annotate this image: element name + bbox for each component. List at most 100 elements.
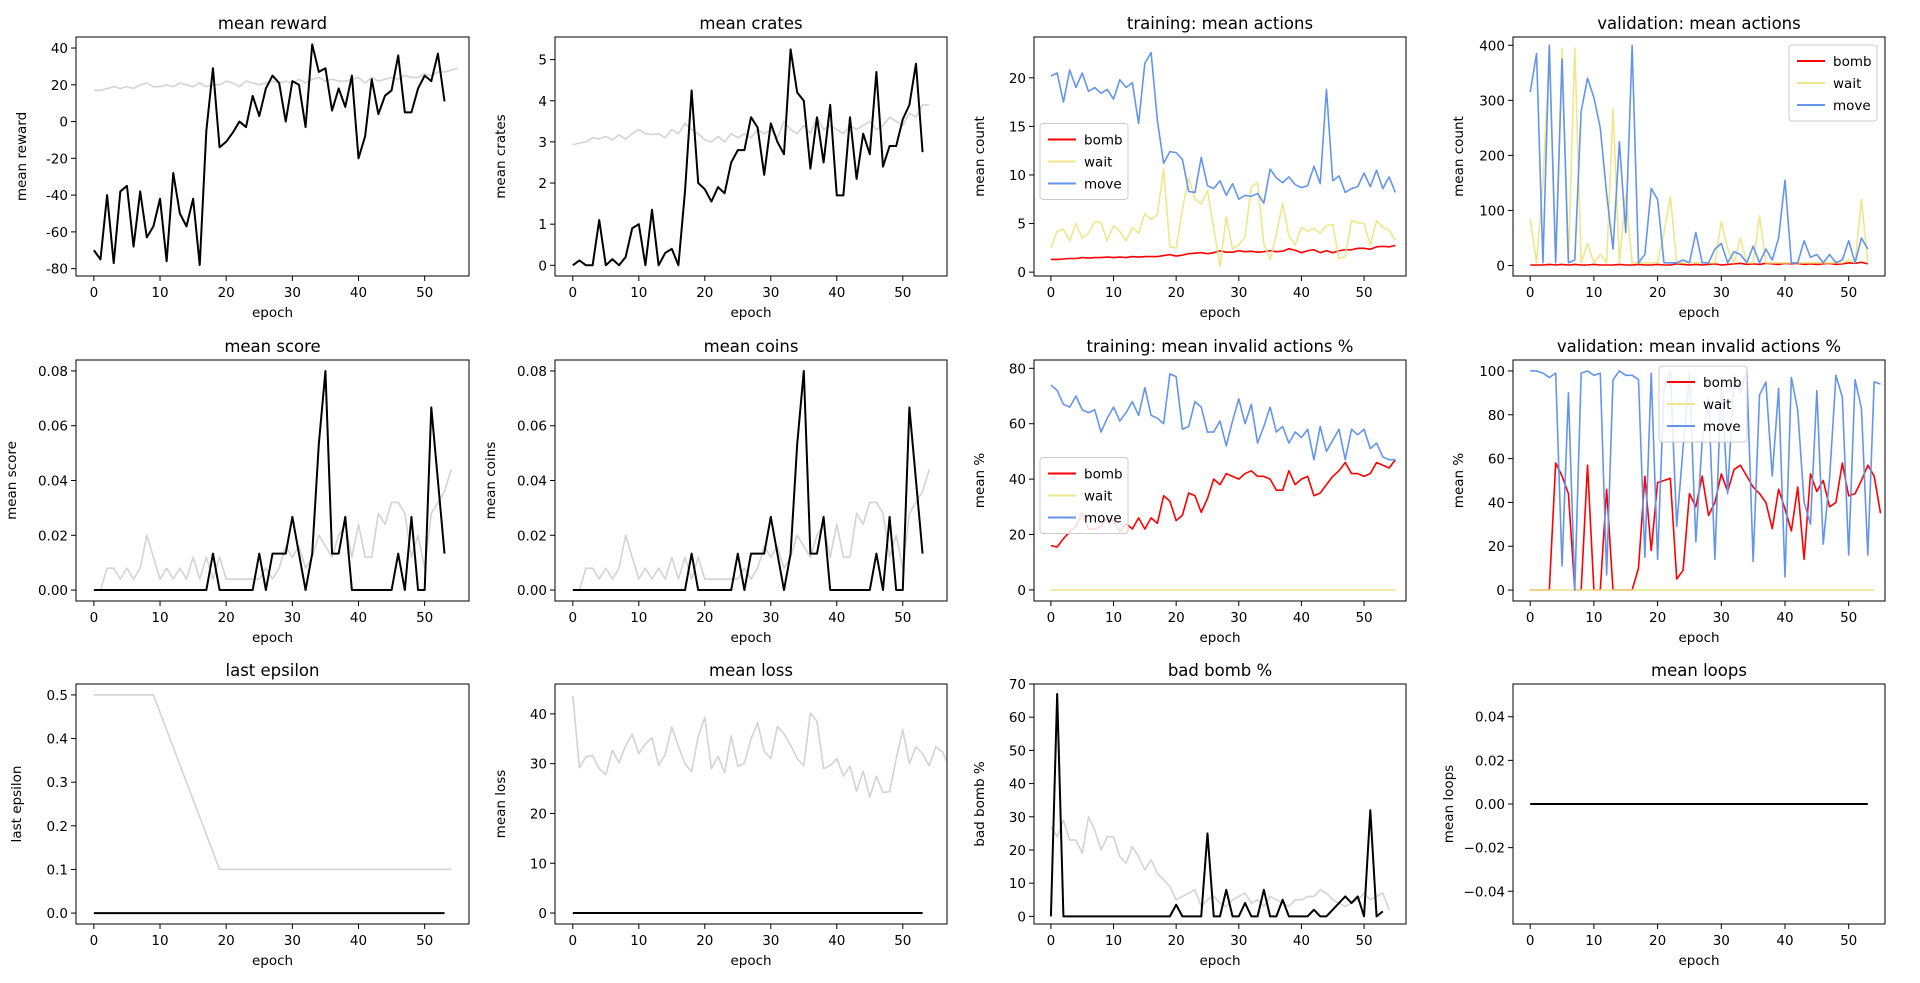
y-axis-label: mean coins <box>483 442 499 520</box>
y-tick-label: 30 <box>1009 810 1026 826</box>
x-tick-label: 0 <box>569 610 578 626</box>
chart-title: validation: mean actions <box>1597 14 1800 33</box>
series-line-smoothed <box>93 469 452 591</box>
plot-frame <box>1512 36 1886 277</box>
x-tick-label: 10 <box>630 285 647 301</box>
chart-title: mean reward <box>218 14 327 33</box>
y-tick-label: 1 <box>538 217 547 233</box>
y-tick-label: 10 <box>1009 876 1026 892</box>
series-line-move <box>1050 373 1396 461</box>
y-tick-label: −0.02 <box>1464 841 1505 857</box>
y-tick-label: 15 <box>1009 119 1026 135</box>
y-axis-label: mean reward <box>14 112 30 201</box>
chart-panel: mean loops 0 10 20 30 40 50 −0.04 −0.02 0.00 0.02 0… <box>1441 661 1886 969</box>
x-tick-label: 10 <box>1105 610 1122 626</box>
series-line-value <box>93 369 446 592</box>
chart-panel: training: mean invalid actions % 0 10 20 30 4… <box>972 337 1407 646</box>
chart-panel: bad bomb % 0 10 20 30 40 50 0 10 20 30 40 50 60 70 epoc… <box>972 661 1407 969</box>
x-tick-label: 10 <box>630 933 647 949</box>
y-tick-label: −0.04 <box>1464 884 1505 900</box>
y-tick-label: 0.00 <box>1475 797 1505 813</box>
legend-label-move: move <box>1833 98 1871 114</box>
chart-panel: mean crates 0 10 20 30 40 50 0 1 2 3 4 5 epoch mean cr… <box>493 14 948 321</box>
x-tick-label: 20 <box>218 285 235 301</box>
chart-panel: mean score 0 10 20 30 40 50 0.00 0.02 0.04 0.06 0.0… <box>4 337 470 646</box>
x-axis-label: epoch <box>730 305 771 321</box>
x-tick-label: 0 <box>90 285 99 301</box>
x-tick-label: 0 <box>1526 610 1535 626</box>
y-tick-label: 0 <box>1017 583 1026 599</box>
y-axis-label: bad bomb % <box>972 761 988 847</box>
y-axis-label: mean % <box>972 453 988 509</box>
y-axis-label: mean loops <box>1441 765 1457 843</box>
x-tick-label: 0 <box>1047 610 1056 626</box>
series-line-wait <box>1529 47 1869 264</box>
legend-label-bomb: bomb <box>1833 54 1872 70</box>
y-tick-label: 40 <box>1009 777 1026 793</box>
series-line-move <box>1529 44 1869 264</box>
chart-title: last epsilon <box>226 661 320 680</box>
x-axis-label: epoch <box>252 630 293 646</box>
legend-box <box>1039 457 1129 534</box>
x-tick-label: 50 <box>1840 933 1857 949</box>
chart-panel: mean loss 0 10 20 30 40 50 0 10 20 30 40 epoch mean l… <box>493 661 948 969</box>
x-axis-label: epoch <box>252 953 293 969</box>
y-tick-label: 0 <box>538 906 547 922</box>
x-tick-label: 30 <box>284 933 301 949</box>
y-tick-label: 0 <box>1496 583 1505 599</box>
y-tick-label: 40 <box>1009 472 1026 488</box>
y-tick-label: 40 <box>530 707 547 723</box>
legend-label-wait: wait <box>1084 155 1112 171</box>
x-tick-label: 30 <box>1230 933 1247 949</box>
y-tick-label: 2 <box>538 176 547 192</box>
x-tick-label: 40 <box>1776 285 1793 301</box>
x-axis-label: epoch <box>1199 953 1240 969</box>
x-tick-label: 40 <box>828 285 845 301</box>
y-tick-label: 40 <box>1488 495 1505 511</box>
y-tick-label: 5 <box>538 53 547 69</box>
legend-label-move: move <box>1084 177 1122 193</box>
plot-frame <box>1033 683 1407 925</box>
y-tick-label: 60 <box>1009 710 1026 726</box>
x-tick-label: 30 <box>762 933 779 949</box>
y-tick-label: 0.04 <box>38 474 68 490</box>
y-tick-label: 3 <box>538 135 547 151</box>
y-tick-label: 0.0 <box>47 906 68 922</box>
plot-frame <box>554 359 948 602</box>
x-tick-label: 20 <box>1168 933 1185 949</box>
legend-box <box>1658 365 1748 443</box>
legend-box <box>1788 44 1878 122</box>
x-tick-label: 50 <box>1355 933 1372 949</box>
x-tick-label: 50 <box>416 933 433 949</box>
x-tick-label: 40 <box>1293 933 1310 949</box>
legend-box <box>1039 123 1129 200</box>
x-axis-label: epoch <box>1199 630 1240 646</box>
series-line-value <box>93 43 446 266</box>
y-axis-label: mean % <box>1451 453 1467 509</box>
y-tick-label: 0.02 <box>1475 753 1505 769</box>
x-tick-label: 50 <box>894 285 911 301</box>
x-tick-label: 30 <box>762 285 779 301</box>
y-tick-label: 4 <box>538 94 547 110</box>
y-tick-label: 0.02 <box>38 528 68 544</box>
x-tick-label: 40 <box>1293 285 1310 301</box>
y-tick-label: 0.06 <box>38 419 68 435</box>
plot-frame <box>75 359 470 602</box>
legend-label-bomb: bomb <box>1703 375 1742 391</box>
x-tick-label: 0 <box>90 933 99 949</box>
x-tick-label: 30 <box>1230 610 1247 626</box>
x-tick-label: 20 <box>1649 610 1666 626</box>
series-line-value <box>572 369 924 592</box>
y-tick-label: 10 <box>530 856 547 872</box>
chart-panel: last epsilon 0 10 20 30 40 50 0.0 0.1 0.2 0.3 0.4 0.… <box>9 661 470 969</box>
y-tick-label: 0 <box>1017 265 1026 281</box>
y-tick-label: 0.5 <box>47 688 68 704</box>
x-tick-label: 40 <box>1776 610 1793 626</box>
x-tick-label: 20 <box>1168 610 1185 626</box>
legend-label-wait: wait <box>1703 397 1731 413</box>
y-tick-label: 0.08 <box>38 364 68 380</box>
x-tick-label: 10 <box>1585 610 1602 626</box>
legend-label-move: move <box>1084 511 1122 527</box>
plot-frame <box>75 683 470 925</box>
